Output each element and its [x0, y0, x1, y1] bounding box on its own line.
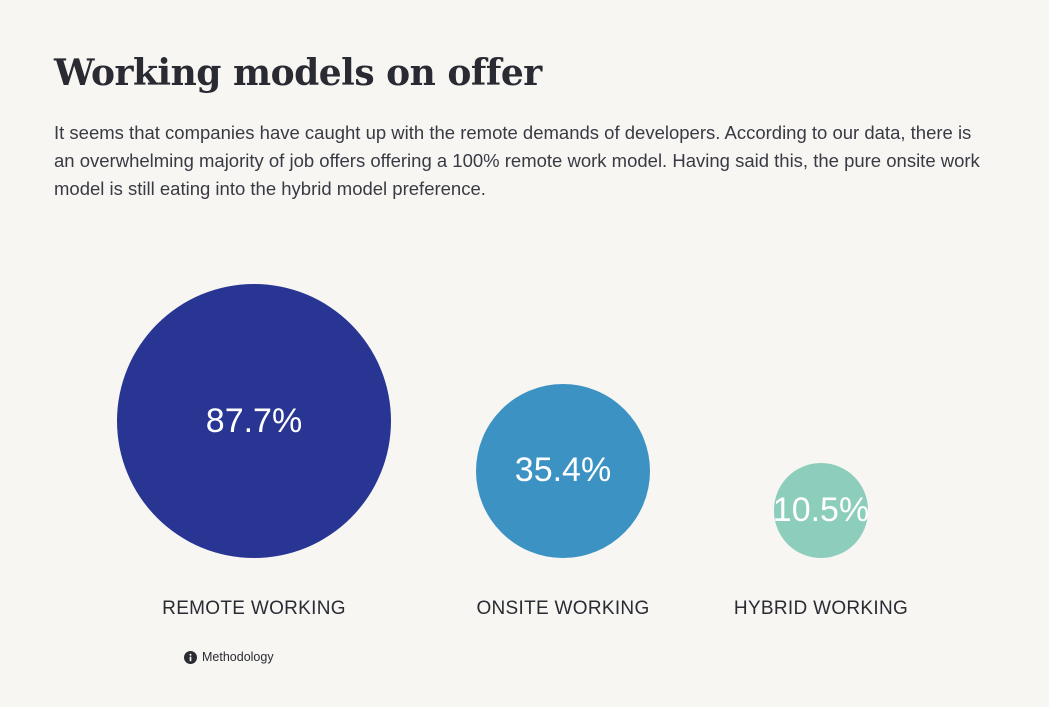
category-label-onsite-working: ONSITE WORKING: [476, 598, 650, 619]
category-label-hybrid-working: HYBRID WORKING: [733, 598, 909, 619]
bubble-value-label: 10.5%: [772, 491, 870, 530]
bubble-onsite-working: 35.4%: [475, 383, 651, 558]
methodology-link[interactable]: Methodology: [184, 650, 274, 664]
bubble-remote-working: 87.7%: [117, 284, 391, 558]
category-label-remote-working: REMOTE WORKING: [162, 598, 346, 619]
bubble-value-label: 35.4%: [514, 451, 612, 490]
info-icon: [184, 650, 197, 664]
methodology-label: Methodology: [202, 650, 274, 664]
bubble-hybrid-working: 10.5%: [772, 463, 870, 558]
bubble-value-label: 87.7%: [205, 401, 303, 440]
page-title: Working models on offer: [54, 52, 542, 94]
intro-paragraph: It seems that companies have caught up w…: [54, 122, 980, 199]
